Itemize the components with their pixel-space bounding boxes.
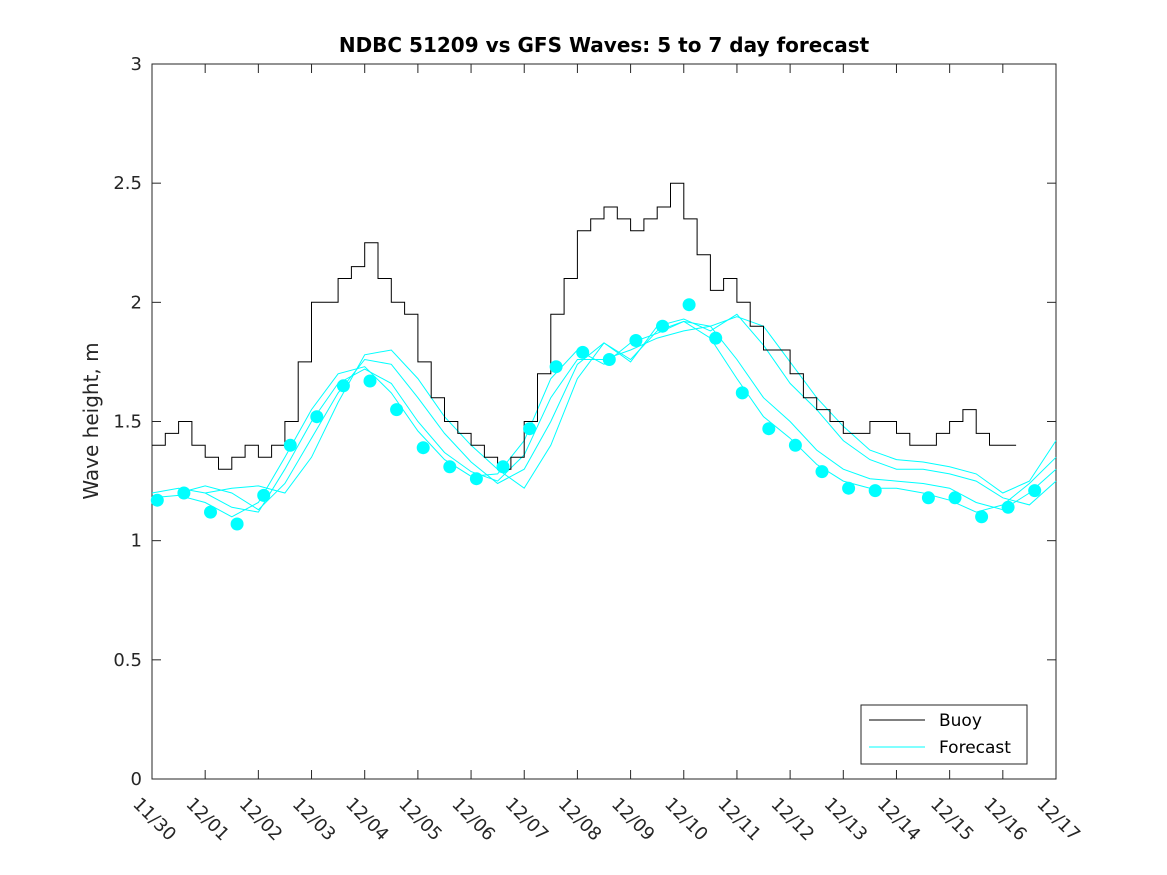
forecast-marker [310,410,324,424]
y-axis-label: Wave height, m [79,342,103,499]
forecast-marker [390,403,404,417]
forecast-run-line [151,320,1057,518]
forecast-marker [815,465,829,479]
forecast-marker [416,441,430,455]
forecast-run-line [178,313,1057,511]
forecast-marker [921,491,935,505]
y-tick-labels: 0 0.5 1 1.5 2 2.5 3 [113,54,142,790]
legend-buoy-label: Buoy [939,711,982,731]
y-tick-label: 2 [131,292,142,313]
y-tick-label: 1.5 [113,412,142,433]
forecast-markers [150,298,1042,531]
forecast-marker [469,472,483,486]
forecast-marker [868,484,882,498]
forecast-marker [363,374,377,388]
forecast-marker [283,438,297,452]
plot-area [150,63,1057,780]
forecast-marker [150,493,164,507]
forecast-marker [762,422,776,436]
y-tick-label: 1 [131,531,142,552]
axes-box [151,63,1057,780]
forecast-marker [230,517,244,531]
y-tick-label: 0 [131,769,142,790]
axis-ticks [151,63,1057,780]
forecast-marker [682,298,696,312]
forecast-marker [975,510,989,524]
forecast-marker [177,486,191,500]
y-tick-label: 2.5 [113,173,142,194]
forecast-marker [576,345,590,359]
forecast-marker [549,360,563,374]
y-tick-label: 0.5 [113,650,142,671]
forecast-marker [336,379,350,393]
forecast-marker [656,319,669,333]
buoy-line [152,182,1017,470]
legend-box [860,704,1028,765]
forecast-marker [735,386,749,400]
legend: Buoy Forecast [860,704,1028,765]
forecast-marker [443,460,457,474]
forecast-marker [709,331,723,345]
forecast-marker [496,460,510,474]
chart-title: NDBC 51209 vs GFS Waves: 5 to 7 day fore… [339,33,870,57]
forecast-marker [1001,500,1015,514]
legend-forecast-label: Forecast [939,738,1011,758]
forecast-marker [788,438,802,452]
buoy-series [152,182,1017,470]
forecast-marker [602,353,616,366]
forecast-marker [1028,484,1042,498]
y-tick-label: 3 [131,54,142,75]
forecast-marker [842,481,856,495]
forecast-marker [948,491,962,505]
forecast-marker [204,505,217,519]
forecast-marker [629,334,643,347]
forecast-marker [523,422,537,436]
forecast-marker [257,488,271,502]
